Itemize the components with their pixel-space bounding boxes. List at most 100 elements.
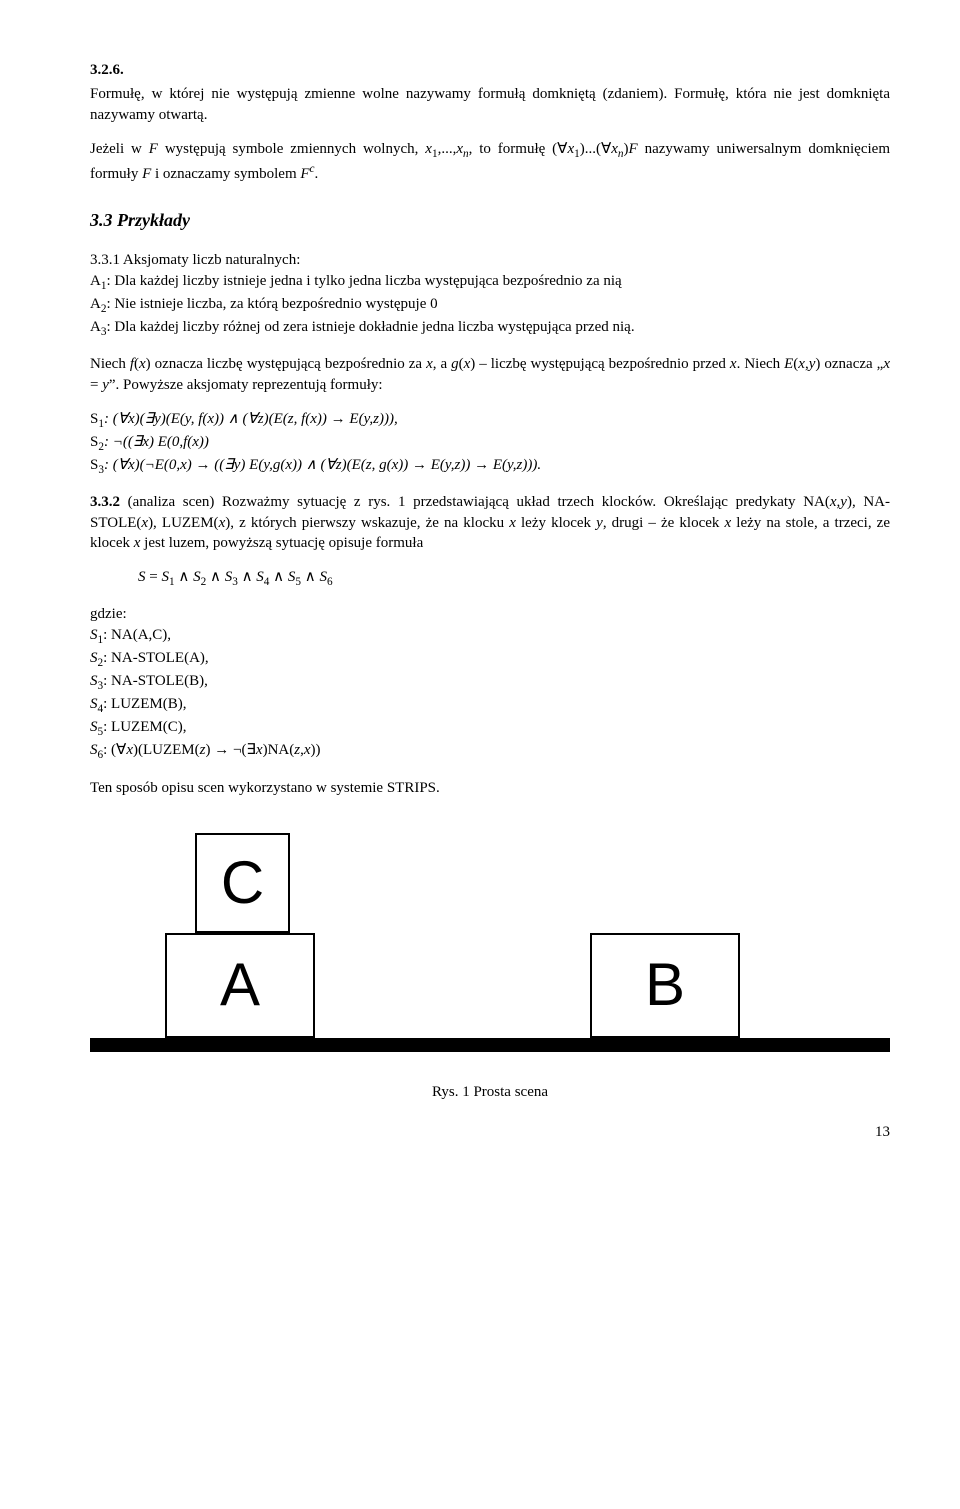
gdzie-line-3: S3: NA-STOLE(B), xyxy=(90,671,890,694)
var-x: x xyxy=(426,356,433,372)
gdzie-line-4: S4: LUZEM(B), xyxy=(90,694,890,717)
text: , drugi – że klocek xyxy=(603,515,725,531)
var-x: x xyxy=(798,356,805,372)
formulas-S: S1: (∀x)(∃y)(E(y, f(x)) ∧ (∀z)(E(z, f(x)… xyxy=(90,409,890,479)
var-x: x xyxy=(611,141,618,157)
var-E: E xyxy=(784,356,793,372)
var-x: x xyxy=(509,515,516,531)
text: oznacza „ xyxy=(820,356,883,372)
and: ∧ xyxy=(238,569,256,585)
text: , to formułę (∀ xyxy=(469,141,568,157)
s: S xyxy=(90,673,98,689)
lhs: S xyxy=(138,569,146,585)
para-niech: Niech f(x) oznacza liczbę występującą be… xyxy=(90,354,890,395)
text: : Dla każdej liczby istnieje jedna i tyl… xyxy=(106,273,621,289)
text: (analiza scen) Rozważmy sytuację z rys. … xyxy=(120,494,830,510)
var-y: y xyxy=(596,515,603,531)
label: A xyxy=(90,273,101,289)
label: A xyxy=(90,319,101,335)
text: = xyxy=(90,377,102,393)
var-y: y xyxy=(102,377,109,393)
var-x: x xyxy=(304,742,311,758)
var-x: x xyxy=(425,141,432,157)
gdzie-block: gdzie: S1: NA(A,C), S2: NA-STOLE(A), S3:… xyxy=(90,604,890,763)
and: ∧ xyxy=(269,569,287,585)
var-F: F xyxy=(629,141,638,157)
var-xy: x,y xyxy=(830,494,847,510)
text: )NA( xyxy=(263,742,295,758)
para-strips: Ten sposób opisu scen wykorzystano w sys… xyxy=(90,778,890,798)
para-326-1: Formułę, w której nie występują zmienne … xyxy=(90,84,890,125)
section-number-326: 3.2.6. xyxy=(90,60,890,80)
var-g: g xyxy=(451,356,459,372)
gdzie-line-1: S1: NA(A,C), xyxy=(90,625,890,648)
text: występują symbole zmiennych wolnych, xyxy=(158,141,425,157)
text: : LUZEM(B), xyxy=(103,696,186,712)
text: . xyxy=(315,166,319,182)
var-x: x xyxy=(730,356,737,372)
text: : (∀ xyxy=(103,742,126,758)
s: S xyxy=(161,569,169,585)
body: : ¬((∃x) E(0,f(x)) xyxy=(104,434,209,450)
text: )...(∀ xyxy=(580,141,612,157)
s: S xyxy=(90,719,98,735)
var-x: x xyxy=(126,742,133,758)
para-326-2: Jeżeli w F występują symbole zmiennych w… xyxy=(90,139,890,184)
body: : (∀x)(∃y)(E(y, f(x)) ∧ (∀z)(E(z, f(x)) … xyxy=(104,411,398,427)
text: Jeżeli w xyxy=(90,141,149,157)
formula-s3: S3: (∀x)(¬E(0,x) → ((∃y) E(y,g(x)) ∧ (∀z… xyxy=(90,455,890,478)
text: : Dla każdej liczby różnej od zera istni… xyxy=(106,319,634,335)
s: S xyxy=(90,627,98,643)
s: S xyxy=(90,650,98,666)
text: : NA(A,C), xyxy=(103,627,171,643)
text: – liczbę występującą bezpośrednio przed xyxy=(475,356,730,372)
and: ∧ xyxy=(206,569,224,585)
body: : (∀x)(¬E(0,x) → ((∃y) E(y,g(x)) ∧ (∀z)(… xyxy=(104,457,541,473)
var-F: F xyxy=(142,166,151,182)
axiom-a3: A3: Dla każdej liczby różnej od zera ist… xyxy=(90,317,890,340)
s: S xyxy=(90,696,98,712)
s: S xyxy=(256,569,264,585)
gdzie-line-5: S5: LUZEM(C), xyxy=(90,717,890,740)
text: ) → ¬(∃ xyxy=(205,742,255,758)
page-number: 13 xyxy=(90,1122,890,1142)
gdzie-line-6: S6: (∀x)(LUZEM(z) → ¬(∃x)NA(z,x)) xyxy=(90,740,890,763)
var-F: F xyxy=(300,166,309,182)
block-b: B xyxy=(590,933,740,1038)
block-c: C xyxy=(195,833,290,933)
heading-33: 3.3 Przykłady xyxy=(90,208,890,232)
text: . Niech xyxy=(737,356,785,372)
formula-s2: S2: ¬((∃x) E(0,f(x)) xyxy=(90,432,890,455)
ground-bar xyxy=(90,1038,890,1052)
text: : NA-STOLE(A), xyxy=(103,650,209,666)
text: : LUZEM(C), xyxy=(103,719,186,735)
s: S xyxy=(90,742,98,758)
axioms-lead: 3.3.1 Aksjomaty liczb naturalnych: xyxy=(90,250,890,270)
text: ), LUZEM( xyxy=(148,515,219,531)
eq: = xyxy=(146,569,162,585)
var-x: x xyxy=(883,356,890,372)
formula-big-S: S = S1 ∧ S2 ∧ S3 ∧ S4 ∧ S5 ∧ S6 xyxy=(138,567,890,590)
and: ∧ xyxy=(301,569,319,585)
var-x: x xyxy=(256,742,263,758)
text: jest luzem, powyższą sytuację opisuje fo… xyxy=(140,535,423,551)
blocks-scene: C A B xyxy=(90,812,890,1072)
s: S xyxy=(320,569,328,585)
text: ,..., xyxy=(438,141,457,157)
block-a: A xyxy=(165,933,315,1038)
text: )(LUZEM( xyxy=(133,742,200,758)
para-332: 3.3.2 (analiza scen) Rozważmy sytuację z… xyxy=(90,492,890,553)
text: Niech xyxy=(90,356,130,372)
axioms-block: 3.3.1 Aksjomaty liczb naturalnych: A1: D… xyxy=(90,250,890,340)
text: , a xyxy=(433,356,451,372)
and: ∧ xyxy=(175,569,193,585)
sub: 6 xyxy=(327,576,333,588)
figure-caption: Rys. 1 Prosta scena xyxy=(90,1082,890,1102)
text: oznacza liczbę występującą bezpośrednio … xyxy=(151,356,426,372)
text: leży klocek xyxy=(516,515,596,531)
section-number-332: 3.3.2 xyxy=(90,494,120,510)
formula-s1: S1: (∀x)(∃y)(E(y, f(x)) ∧ (∀z)(E(z, f(x)… xyxy=(90,409,890,432)
axiom-a1: A1: Dla każdej liczby istnieje jedna i t… xyxy=(90,271,890,294)
text: : Nie istnieje liczba, za którą bezpośre… xyxy=(106,296,437,312)
text: ”. Powyższe aksjomaty reprezentują formu… xyxy=(109,377,383,393)
